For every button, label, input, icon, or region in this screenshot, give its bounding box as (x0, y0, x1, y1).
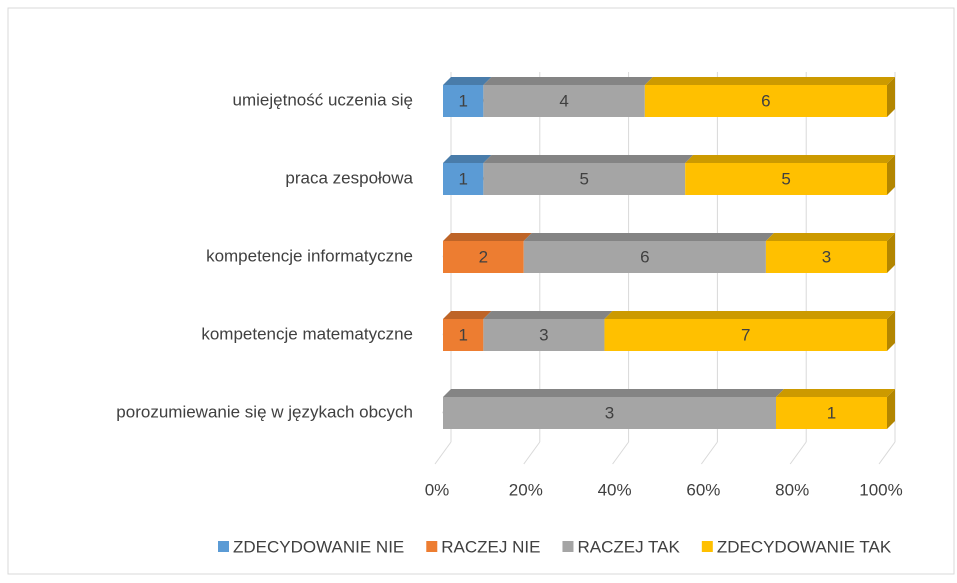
data-label: 1 (827, 403, 836, 422)
bar (483, 85, 645, 117)
x-tick-label: 100% (859, 480, 902, 499)
bar-top (644, 77, 895, 85)
legend-label: ZDECYDOWANIE NIE (233, 537, 404, 556)
bar-top (483, 311, 613, 319)
legend-swatch (426, 541, 438, 552)
bar-side (887, 389, 895, 429)
bar-top (483, 77, 653, 85)
bar-side (887, 155, 895, 195)
y-tick-label: kompetencje matematyczne (201, 324, 413, 343)
bar-top (443, 389, 784, 397)
data-label: 6 (640, 247, 649, 266)
legend-swatch (218, 541, 229, 552)
bar (685, 163, 887, 195)
x-tick-label: 60% (686, 480, 720, 499)
bar (776, 397, 887, 429)
data-label: 6 (761, 91, 770, 110)
x-tick-label: 80% (775, 480, 809, 499)
bar (443, 397, 776, 429)
data-label: 3 (822, 247, 831, 266)
data-label: 1 (458, 325, 467, 344)
bar-top (604, 311, 895, 319)
bar (443, 241, 524, 273)
data-label: 1 (458, 169, 467, 188)
bar-side (887, 233, 895, 273)
bar (765, 241, 887, 273)
bar (443, 163, 484, 195)
bar-top (443, 155, 492, 163)
bar-top (776, 389, 895, 397)
data-label: 4 (559, 91, 568, 110)
bar-top (685, 155, 895, 163)
bar (483, 319, 605, 351)
bar-top (523, 233, 774, 241)
y-tick-label: porozumiewanie się w językach obcych (116, 402, 413, 421)
data-label: 7 (741, 325, 750, 344)
bar (523, 241, 766, 273)
data-label: 1 (458, 91, 467, 110)
bar (644, 85, 887, 117)
data-label: 3 (605, 403, 614, 422)
grid-floor (612, 441, 630, 465)
x-tick-label: 0% (425, 480, 450, 499)
data-label: 3 (539, 325, 548, 344)
y-tick-label: praca zespołowa (285, 168, 413, 187)
x-tick-label: 40% (598, 480, 632, 499)
bar (443, 319, 484, 351)
grid-floor (523, 441, 541, 465)
grid-floor (878, 441, 896, 465)
bar-side (887, 311, 895, 351)
legend-swatch (701, 541, 713, 552)
legend-swatch (562, 541, 574, 552)
grid-floor (789, 441, 807, 465)
bar-top (765, 233, 895, 241)
legend-label: ZDECYDOWANIE TAK (717, 537, 892, 556)
data-label: 2 (479, 247, 488, 266)
bar-top (443, 77, 492, 85)
data-label: 5 (580, 169, 589, 188)
bar-top (443, 311, 492, 319)
bar (604, 319, 887, 351)
grid-floor (434, 441, 452, 465)
bar-side (887, 77, 895, 117)
data-label: 5 (781, 169, 790, 188)
y-tick-label: kompetencje informatyczne (206, 246, 413, 265)
grid-floor (700, 441, 718, 465)
y-tick-label: umiejętność uczenia się (233, 90, 413, 109)
bar (483, 163, 686, 195)
x-tick-label: 20% (509, 480, 543, 499)
bar (443, 85, 484, 117)
bar-top (443, 233, 532, 241)
bar-top (483, 155, 694, 163)
legend-label: RACZEJ TAK (577, 537, 680, 556)
legend-label: RACZEJ NIE (441, 537, 540, 556)
